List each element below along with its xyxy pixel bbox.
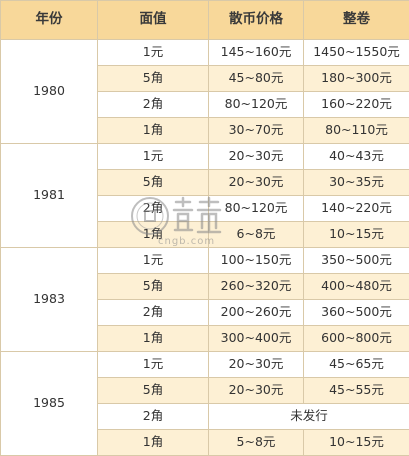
roll-price-cell: 30~35元 (304, 170, 409, 196)
denomination-cell: 2角 (98, 404, 209, 430)
roll-price-cell: 400~480元 (304, 274, 409, 300)
roll-price-cell: 10~15元 (304, 430, 409, 456)
denomination-cell: 2角 (98, 196, 209, 222)
header-loose-price: 散币价格 (209, 1, 304, 40)
roll-price-cell: 360~500元 (304, 300, 409, 326)
year-cell: 1983 (1, 248, 98, 352)
denomination-cell: 1角 (98, 222, 209, 248)
table-row: 1983 1元 100~150元 350~500元 (1, 248, 409, 274)
roll-price-cell: 140~220元 (304, 196, 409, 222)
loose-price-cell: 20~30元 (209, 352, 304, 378)
roll-price-cell: 600~800元 (304, 326, 409, 352)
roll-price-cell: 45~55元 (304, 378, 409, 404)
table-row: 1980 1元 145~160元 1450~1550元 (1, 40, 409, 66)
loose-price-cell: 30~70元 (209, 118, 304, 144)
roll-price-cell: 1450~1550元 (304, 40, 409, 66)
loose-price-cell: 80~120元 (209, 92, 304, 118)
roll-price-cell: 350~500元 (304, 248, 409, 274)
not-issued-cell: 未发行 (209, 404, 409, 430)
roll-price-cell: 80~110元 (304, 118, 409, 144)
denomination-cell: 1元 (98, 352, 209, 378)
loose-price-cell: 145~160元 (209, 40, 304, 66)
year-cell: 1981 (1, 144, 98, 248)
header-year: 年份 (1, 1, 98, 40)
year-cell: 1980 (1, 40, 98, 144)
header-denomination: 面值 (98, 1, 209, 40)
denomination-cell: 2角 (98, 300, 209, 326)
table-row: 1981 1元 20~30元 40~43元 (1, 144, 409, 170)
loose-price-cell: 20~30元 (209, 144, 304, 170)
denomination-cell: 1角 (98, 430, 209, 456)
denomination-cell: 1元 (98, 40, 209, 66)
loose-price-cell: 80~120元 (209, 196, 304, 222)
denomination-cell: 1角 (98, 118, 209, 144)
roll-price-cell: 45~65元 (304, 352, 409, 378)
denomination-cell: 5角 (98, 170, 209, 196)
denomination-cell: 1元 (98, 144, 209, 170)
roll-price-cell: 40~43元 (304, 144, 409, 170)
loose-price-cell: 45~80元 (209, 66, 304, 92)
table-header-row: 年份 面值 散币价格 整卷 (1, 1, 409, 40)
roll-price-cell: 10~15元 (304, 222, 409, 248)
loose-price-cell: 200~260元 (209, 300, 304, 326)
loose-price-cell: 20~30元 (209, 170, 304, 196)
year-cell: 1985 (1, 352, 98, 456)
denomination-cell: 1元 (98, 248, 209, 274)
denomination-cell: 1角 (98, 326, 209, 352)
table-row: 1985 1元 20~30元 45~65元 (1, 352, 409, 378)
loose-price-cell: 100~150元 (209, 248, 304, 274)
denomination-cell: 5角 (98, 66, 209, 92)
denomination-cell: 5角 (98, 378, 209, 404)
denomination-cell: 2角 (98, 92, 209, 118)
roll-price-cell: 160~220元 (304, 92, 409, 118)
header-roll-price: 整卷 (304, 1, 409, 40)
denomination-cell: 5角 (98, 274, 209, 300)
loose-price-cell: 6~8元 (209, 222, 304, 248)
loose-price-cell: 300~400元 (209, 326, 304, 352)
loose-price-cell: 260~320元 (209, 274, 304, 300)
loose-price-cell: 5~8元 (209, 430, 304, 456)
roll-price-cell: 180~300元 (304, 66, 409, 92)
loose-price-cell: 20~30元 (209, 378, 304, 404)
